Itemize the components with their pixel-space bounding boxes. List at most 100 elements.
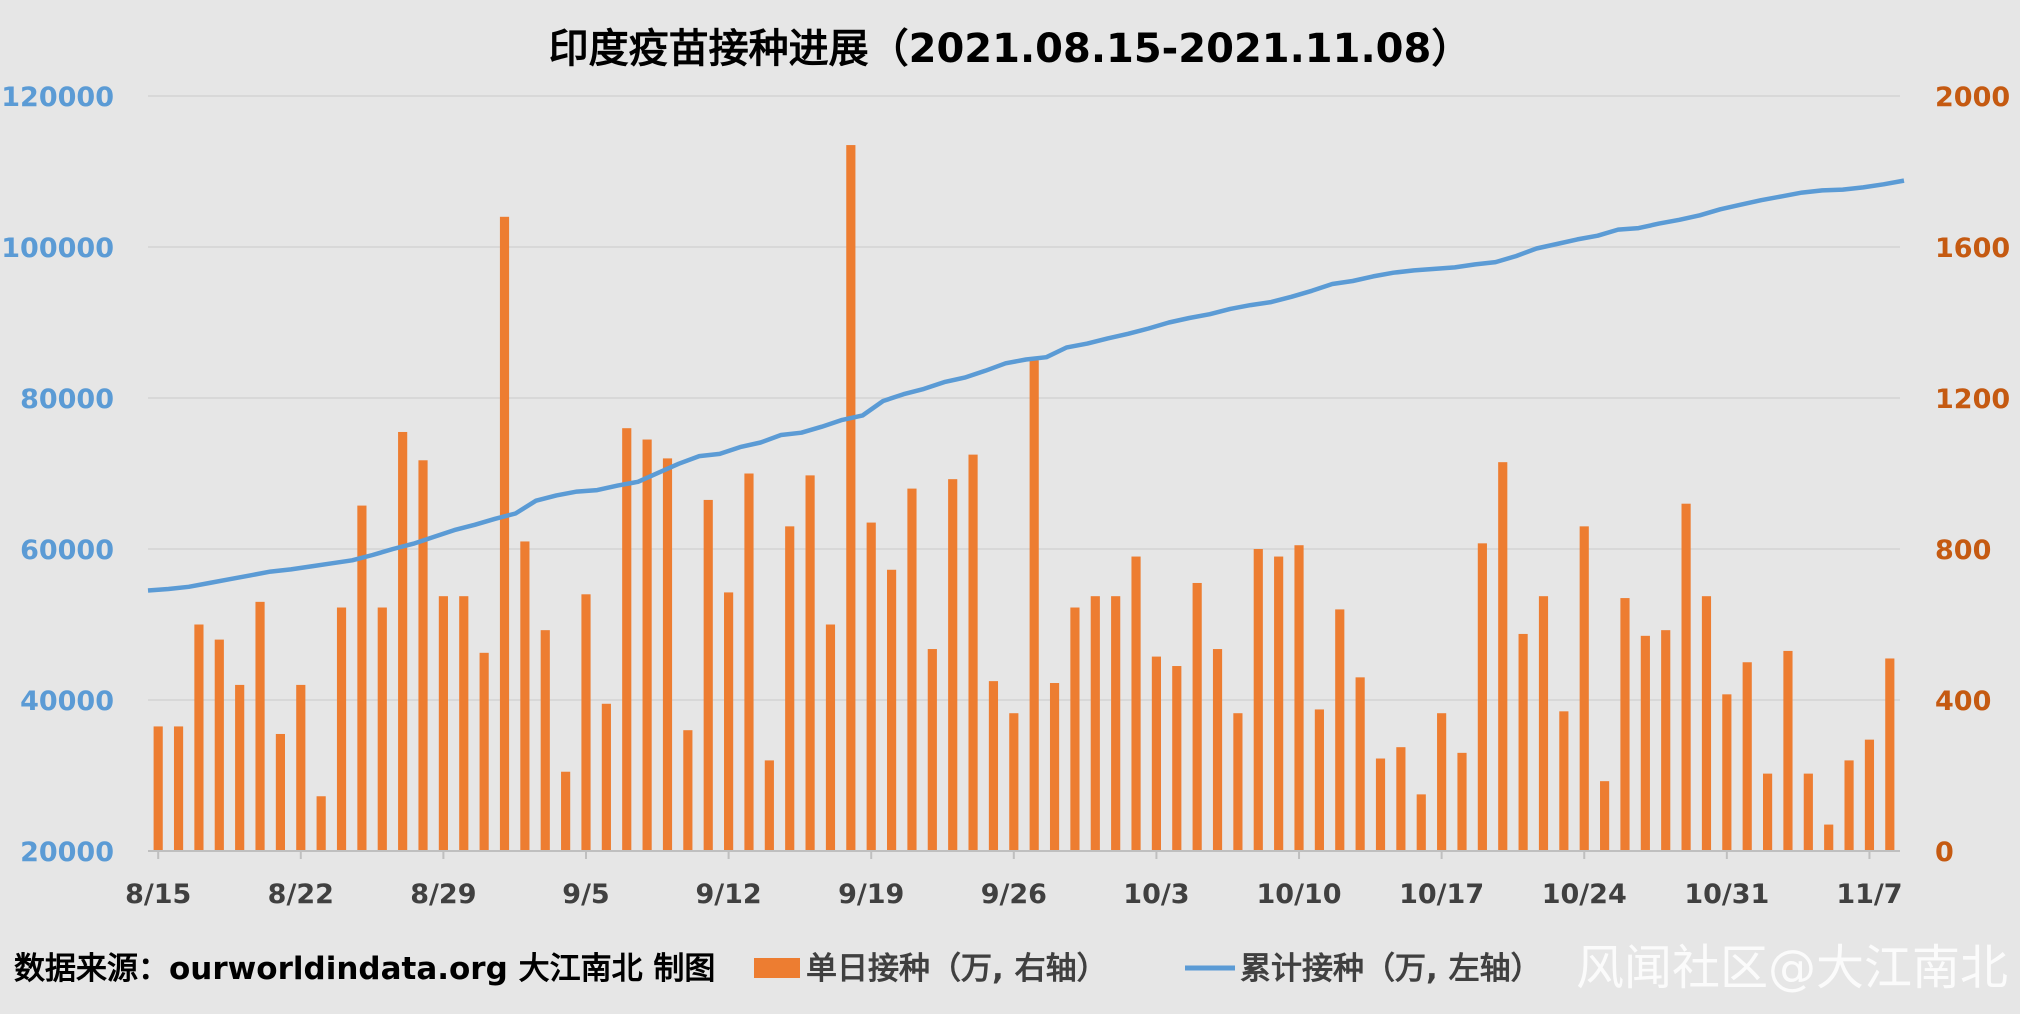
x-tick-label: 10/24 [1542, 879, 1627, 910]
bar-daily-vaccination [805, 475, 815, 851]
bar-daily-vaccination [1274, 556, 1284, 851]
bar-daily-vaccination [683, 730, 693, 851]
x-tick-label: 9/26 [981, 879, 1047, 910]
bar-daily-vaccination [1416, 794, 1426, 851]
bar-daily-vaccination [235, 684, 245, 851]
bar-daily-vaccination [357, 505, 367, 851]
y-right-tick-label: 800 [1935, 535, 1991, 566]
bar-daily-vaccination [1355, 677, 1365, 851]
gridlines [148, 95, 1900, 701]
bar-daily-vaccination [1151, 656, 1162, 851]
bar-daily-vaccination [1844, 760, 1854, 851]
bar-daily-vaccination [540, 630, 550, 851]
y-right-tick-label: 400 [1935, 686, 1991, 717]
x-tick-label: 8/29 [410, 879, 476, 910]
bar-daily-vaccination [1335, 609, 1345, 851]
bar-daily-vaccination [1192, 582, 1202, 851]
bar-daily-vaccination [1253, 549, 1263, 851]
bar-daily-vaccination [846, 145, 856, 851]
bar-daily-vaccination [1661, 630, 1671, 851]
bar-daily-vaccination [601, 703, 611, 851]
bar-daily-vaccination [724, 592, 734, 851]
bar-daily-vaccination [398, 431, 408, 851]
bar-daily-vaccination [316, 796, 326, 851]
bar-daily-vaccination [988, 681, 999, 851]
bar-daily-vaccination [1864, 739, 1875, 851]
bar-daily-vaccination [194, 624, 204, 851]
bar-daily-vaccination [1396, 747, 1406, 851]
x-tick-label: 9/12 [695, 879, 761, 910]
y-right-tick-label: 1200 [1935, 384, 2010, 415]
y-left-tick-label: 60000 [20, 535, 114, 566]
x-tick-label: 9/5 [562, 879, 609, 910]
bar-daily-vaccination [622, 428, 632, 851]
bar-daily-vaccination [1518, 633, 1528, 851]
bar-daily-vaccination [886, 569, 897, 851]
bar-daily-vaccination [785, 526, 795, 851]
legend: 单日接种（万, 右轴） 累计接种（万, 左轴） [754, 951, 1542, 987]
chart-title: 印度疫苗接种进展（2021.08.15-2021.11.08） [549, 26, 1472, 72]
bar-daily-vaccination [1681, 503, 1691, 851]
bar-daily-vaccination [1885, 658, 1895, 851]
legend-bar-label: 单日接种（万, 右轴） [806, 951, 1108, 987]
y-left-tick-label: 40000 [20, 686, 114, 717]
bar-daily-vaccination [1640, 635, 1650, 851]
x-tick-label: 8/15 [125, 879, 191, 910]
watermark: 风闻社区@大江南北 [1576, 940, 2008, 996]
bar-daily-vaccination [1620, 598, 1630, 851]
bar-daily-vaccination [1009, 713, 1019, 851]
bar-daily-vaccination [479, 652, 489, 851]
bar-daily-vaccination [1538, 596, 1549, 851]
axes: 20000 40000 60000 80000 100000 120000 0 400 800 1… [1, 82, 2010, 910]
bar-daily-vaccination [1437, 713, 1447, 851]
bar-daily-vaccination [438, 596, 448, 851]
cumulative-line [147, 178, 1905, 593]
bar-daily-vaccination [1049, 683, 1060, 851]
bar-daily-vaccination [1742, 662, 1752, 851]
bar-daily-vaccination [418, 460, 428, 851]
bar-daily-vaccination [825, 624, 836, 851]
bar-daily-vaccination [662, 458, 673, 851]
bar-daily-vaccination [1498, 462, 1508, 851]
bar-daily-vaccination [642, 439, 652, 851]
bar-daily-vaccination [1600, 781, 1610, 851]
y-left-tick-label: 20000 [20, 837, 114, 868]
bar-daily-vaccination [255, 601, 265, 851]
bar-daily-vaccination [703, 499, 713, 851]
bar-daily-vaccination [1477, 543, 1487, 851]
bar-daily-vaccination [520, 541, 530, 851]
bar-daily-vaccination [1111, 596, 1121, 851]
bar-daily-vaccination [1131, 556, 1141, 851]
bar-daily-vaccination [336, 607, 347, 851]
bar-daily-vaccination [1803, 773, 1813, 851]
legend-line-label: 累计接种（万, 左轴） [1240, 951, 1542, 987]
y-left-tick-label: 80000 [20, 384, 114, 415]
bar-daily-vaccination [1294, 545, 1304, 851]
x-tick-label: 10/31 [1684, 879, 1769, 910]
bar-daily-vaccination [173, 726, 184, 851]
x-tick-label: 10/3 [1123, 879, 1189, 910]
source-credit: 数据来源：ourworldindata.org 大江南北 制图 [14, 951, 715, 987]
bar-daily-vaccination [153, 726, 163, 851]
bar-daily-vaccination [1070, 607, 1080, 851]
bar-daily-vaccination [377, 607, 387, 851]
bar-daily-vaccination [968, 454, 978, 851]
cumulative-line-group [147, 178, 1905, 593]
bar-daily-vaccination [1212, 649, 1223, 851]
bar-daily-vaccination [499, 216, 510, 852]
bar-daily-vaccination [561, 771, 571, 851]
bar-daily-vaccination [907, 488, 917, 851]
bar-daily-vaccination [581, 594, 591, 851]
bar-daily-vaccination [296, 684, 306, 851]
y-right-tick-label: 1600 [1935, 233, 2010, 264]
bar-daily-vaccination [1701, 596, 1712, 851]
x-tick-label: 8/22 [268, 879, 334, 910]
bar-daily-vaccination [1233, 713, 1243, 851]
x-tick-label: 11/7 [1836, 879, 1902, 910]
bar-daily-vaccination [275, 733, 286, 851]
bar-daily-vaccination [1579, 526, 1589, 851]
daily-bars [153, 145, 1895, 852]
bar-daily-vaccination [1314, 709, 1324, 851]
